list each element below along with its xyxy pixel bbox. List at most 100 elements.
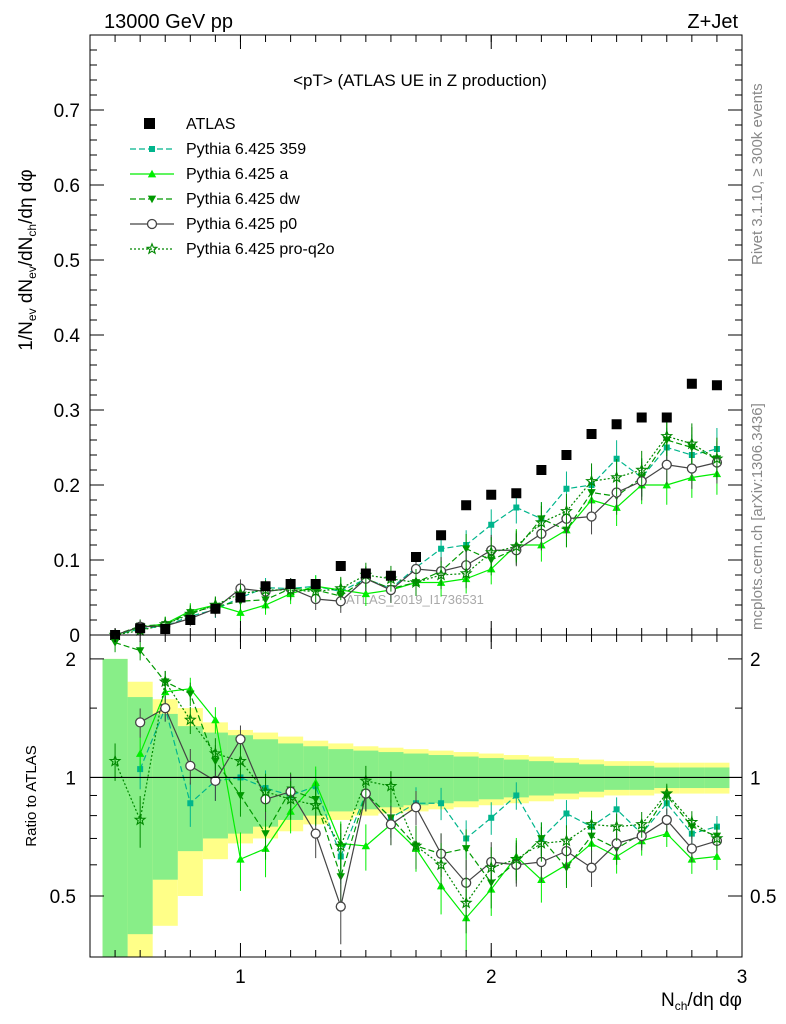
ratio-point xyxy=(208,746,222,760)
x-tick-label: 1 xyxy=(235,967,246,988)
ratio-point xyxy=(509,852,523,865)
ratio-point xyxy=(187,800,194,807)
y-tick-label: 0 xyxy=(69,626,80,647)
ratio-y-label: Ratio to ATLAS xyxy=(23,745,40,846)
ratio-line-1 xyxy=(139,688,717,919)
ratio-tick-label: 0.5 xyxy=(50,887,76,908)
y-tick-label: 0.2 xyxy=(54,476,80,497)
x-tick-label: 3 xyxy=(737,967,748,988)
main-panel: ATLAS_2019_I1736531 <pT> (ATLAS UE in Z … xyxy=(54,34,743,647)
ratio-point xyxy=(434,858,448,871)
series-point xyxy=(613,455,620,462)
reference-point xyxy=(661,412,672,423)
reference-point xyxy=(561,450,572,460)
ratio-point xyxy=(236,792,245,800)
ratio-point xyxy=(661,814,672,826)
ratio-band-inner xyxy=(453,756,479,802)
ratio-point xyxy=(660,786,674,800)
series-point xyxy=(461,545,471,553)
y-tick-label: 0.6 xyxy=(54,176,80,197)
series-point xyxy=(236,608,245,616)
ratio-point xyxy=(108,754,122,767)
legend-marker-reference xyxy=(144,118,155,129)
ratio-point xyxy=(135,749,145,757)
ratio-tick-label-right: 0.5 xyxy=(750,887,776,908)
ratio-point xyxy=(560,834,573,847)
series-point xyxy=(559,504,573,517)
reference-point xyxy=(536,465,547,475)
ratio-point xyxy=(110,639,120,647)
ratio-point xyxy=(635,817,649,830)
rivet-label: Rivet 3.1.10, ≥ 300k events xyxy=(749,83,766,265)
ratio-point xyxy=(210,775,221,787)
ratio-point xyxy=(459,896,473,909)
ratio-point xyxy=(261,830,270,838)
ratio-point xyxy=(259,784,272,798)
ratio-band-inner xyxy=(328,749,354,812)
ratio-point xyxy=(361,841,371,850)
ratio-point xyxy=(133,813,147,826)
series-point xyxy=(585,474,599,487)
reference-point xyxy=(185,615,196,625)
legend-label-0: Pythia 6.425 359 xyxy=(186,141,306,158)
series-point xyxy=(513,504,520,511)
ratio-point xyxy=(284,792,298,805)
ratio-point xyxy=(586,862,597,873)
series-point xyxy=(563,485,570,492)
ratio-tick-label: 1 xyxy=(65,768,76,789)
y-tick-label: 0.4 xyxy=(54,326,81,347)
reference-point xyxy=(436,530,447,541)
ratio-band-inner xyxy=(102,658,128,957)
mcplots-label: mcplots.cern.ch [arXiv:1306.3436] xyxy=(749,403,766,630)
ratio-point xyxy=(513,792,520,799)
series-point xyxy=(309,584,323,597)
y-tick-label: 0.5 xyxy=(54,251,80,272)
ratio-point xyxy=(710,831,724,844)
ratio-panel: 0.5 0.5 1 1 2 2 1 2 3 xyxy=(50,634,776,988)
ratio-point xyxy=(488,814,495,821)
ratio-point xyxy=(186,690,195,699)
series-point xyxy=(434,568,448,581)
ratio-band-inner xyxy=(528,761,554,796)
x-tick-label: 2 xyxy=(486,967,497,988)
ratio-band-inner xyxy=(553,762,579,794)
series-point xyxy=(334,581,348,594)
legend-label-3: Pythia 6.425 p0 xyxy=(186,216,297,233)
ratio-point xyxy=(685,815,699,828)
chart-title: <pT> (ATLAS UE in Z production) xyxy=(293,71,547,90)
legend-label-4: Pythia 6.425 pro-q2o xyxy=(186,241,335,258)
reference-point xyxy=(235,592,246,603)
series-point xyxy=(685,437,699,450)
series-point xyxy=(686,463,697,474)
header-left: 13000 GeV pp xyxy=(104,11,233,33)
legend-marker-4 xyxy=(145,242,159,255)
series-point xyxy=(361,589,371,598)
ratio-point xyxy=(309,798,323,811)
ratio-tick-label-right: 2 xyxy=(750,650,761,671)
reference-point xyxy=(285,579,296,589)
ratio-point xyxy=(712,852,722,860)
series-point xyxy=(610,470,624,483)
ratio-point xyxy=(461,845,471,853)
ratio-point xyxy=(233,754,247,767)
series-point xyxy=(635,463,649,476)
ratio-point xyxy=(183,713,197,726)
ratio-tick-label: 2 xyxy=(65,650,76,671)
series-point xyxy=(662,480,671,489)
legend-marker-1 xyxy=(147,169,157,178)
series-point xyxy=(484,545,498,558)
ratio-point xyxy=(310,828,321,839)
series-point xyxy=(710,452,724,465)
reference-point xyxy=(461,500,472,511)
ratio-point xyxy=(135,717,146,728)
ratio-point xyxy=(236,855,245,863)
ratio-point xyxy=(235,734,246,745)
y-tick-label: 0.3 xyxy=(54,401,80,422)
ratio-point xyxy=(662,829,671,837)
ratio-point xyxy=(334,839,348,852)
series-point xyxy=(438,545,445,552)
y-axis-label: 1/Nev dNev/dNch/dη dφ xyxy=(16,169,39,350)
reference-point xyxy=(260,581,271,592)
ratio-band-inner xyxy=(478,758,504,800)
